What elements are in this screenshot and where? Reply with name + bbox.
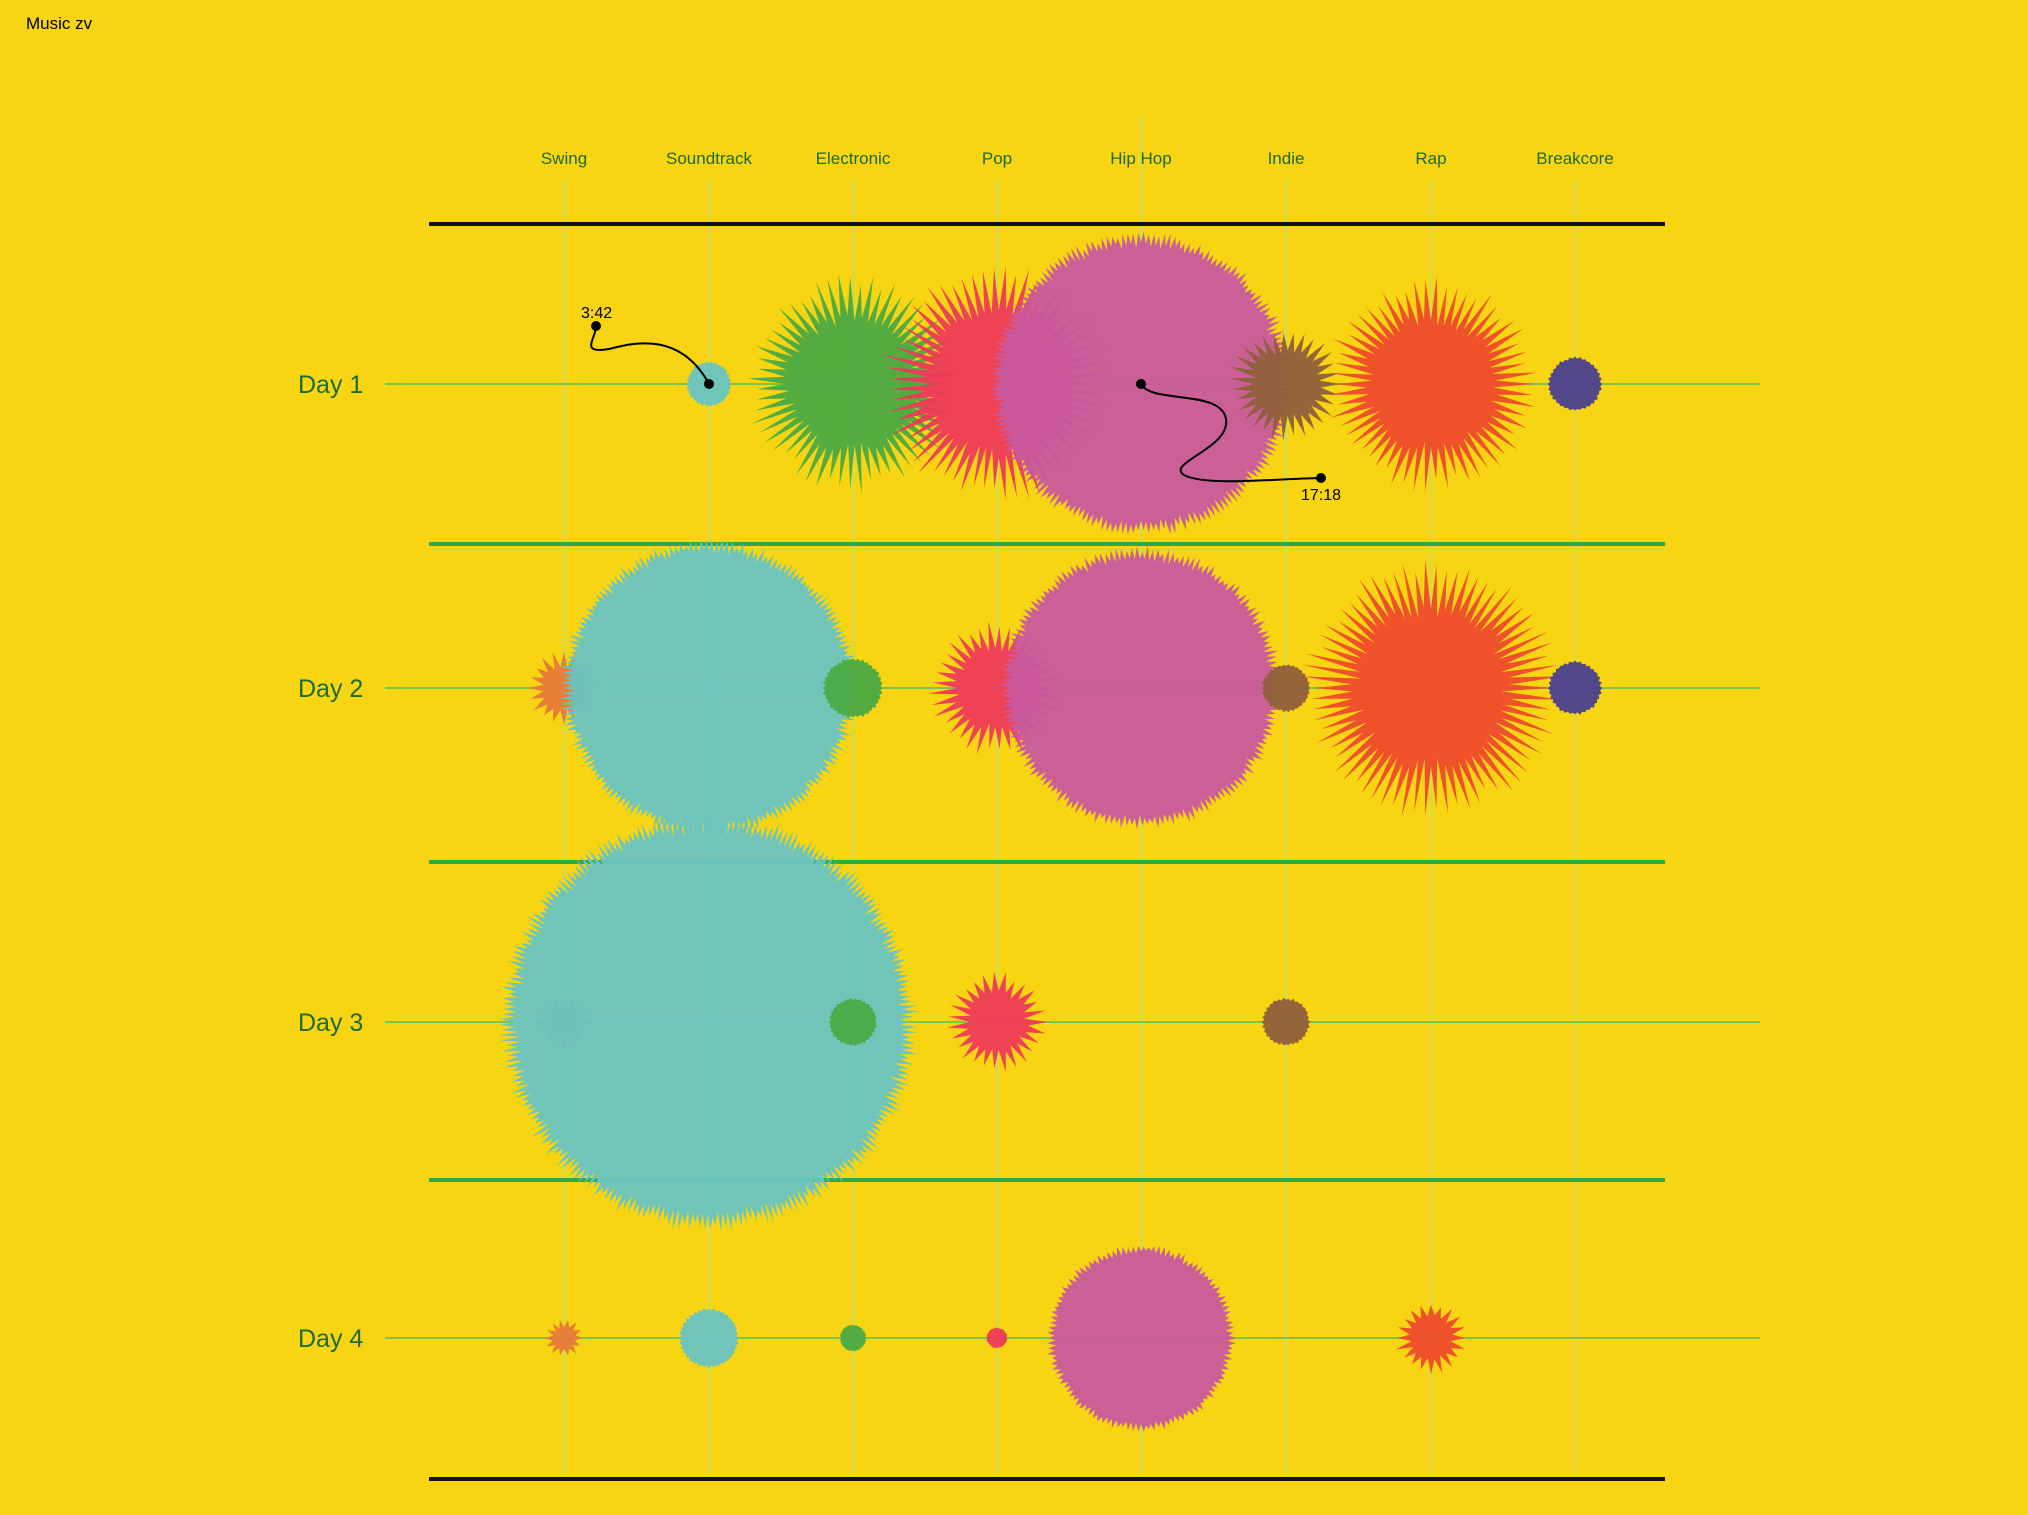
- bubble-day-1-electronic: [747, 274, 960, 495]
- genre-label-pop: Pop: [982, 149, 1012, 168]
- page-title: Music zv: [26, 14, 93, 33]
- annotation-end-dot: [1316, 473, 1326, 483]
- bubble-day-2-hip-hop: [999, 546, 1282, 830]
- genre-label-swing: Swing: [541, 149, 587, 168]
- bubble-day-4-pop: [986, 1327, 1008, 1348]
- genre-label-electronic: Electronic: [816, 149, 891, 168]
- genre-label-breakcore: Breakcore: [1536, 149, 1613, 168]
- bubble-day-3-pop: [947, 971, 1048, 1072]
- annotation-leader-line: [590, 325, 710, 385]
- day-label-day-1: Day 1: [298, 371, 363, 399]
- bubble-day-1-rap: [1328, 275, 1537, 493]
- annotation-end-dot: [591, 321, 601, 331]
- bubble-day-3-soundtrack: [498, 812, 919, 1233]
- genre-label-hip-hop: Hip Hop: [1110, 149, 1171, 168]
- bubble-day-4-hip-hop: [1047, 1245, 1236, 1432]
- bubble-day-2-electronic: [822, 658, 883, 719]
- bubble-day-1-indie: [1229, 333, 1342, 442]
- bubble-day-4-rap: [1396, 1304, 1466, 1375]
- bubble-day-2-pop: [928, 621, 1064, 755]
- bubble-day-2-breakcore: [1548, 660, 1603, 715]
- bubble-day-2-swing: [527, 651, 602, 725]
- day-label-day-4: Day 4: [298, 1325, 363, 1353]
- genre-label-indie: Indie: [1268, 149, 1305, 168]
- annotation-label: 17:18: [1301, 487, 1341, 504]
- bubble-day-4-electronic: [839, 1324, 867, 1352]
- day-label-day-2: Day 2: [298, 675, 363, 703]
- bubble-day-3-electronic: [828, 997, 877, 1046]
- genre-label-rap: Rap: [1415, 149, 1446, 168]
- bubble-day-2-soundtrack: [559, 539, 859, 838]
- bubble-day-2-rap: [1302, 559, 1563, 817]
- genre-label-soundtrack: Soundtrack: [666, 149, 752, 168]
- annotation-label: 3:42: [581, 305, 612, 322]
- bubble-day-2-indie: [1262, 664, 1310, 713]
- annotation-leader-line: [1140, 383, 1322, 483]
- bubble-day-4-soundtrack: [678, 1308, 739, 1369]
- bubble-day-4-swing: [544, 1319, 582, 1356]
- day-label-day-3: Day 3: [298, 1009, 363, 1037]
- bubble-day-3-indie: [1261, 997, 1311, 1046]
- bubble-day-1-breakcore: [1547, 356, 1603, 411]
